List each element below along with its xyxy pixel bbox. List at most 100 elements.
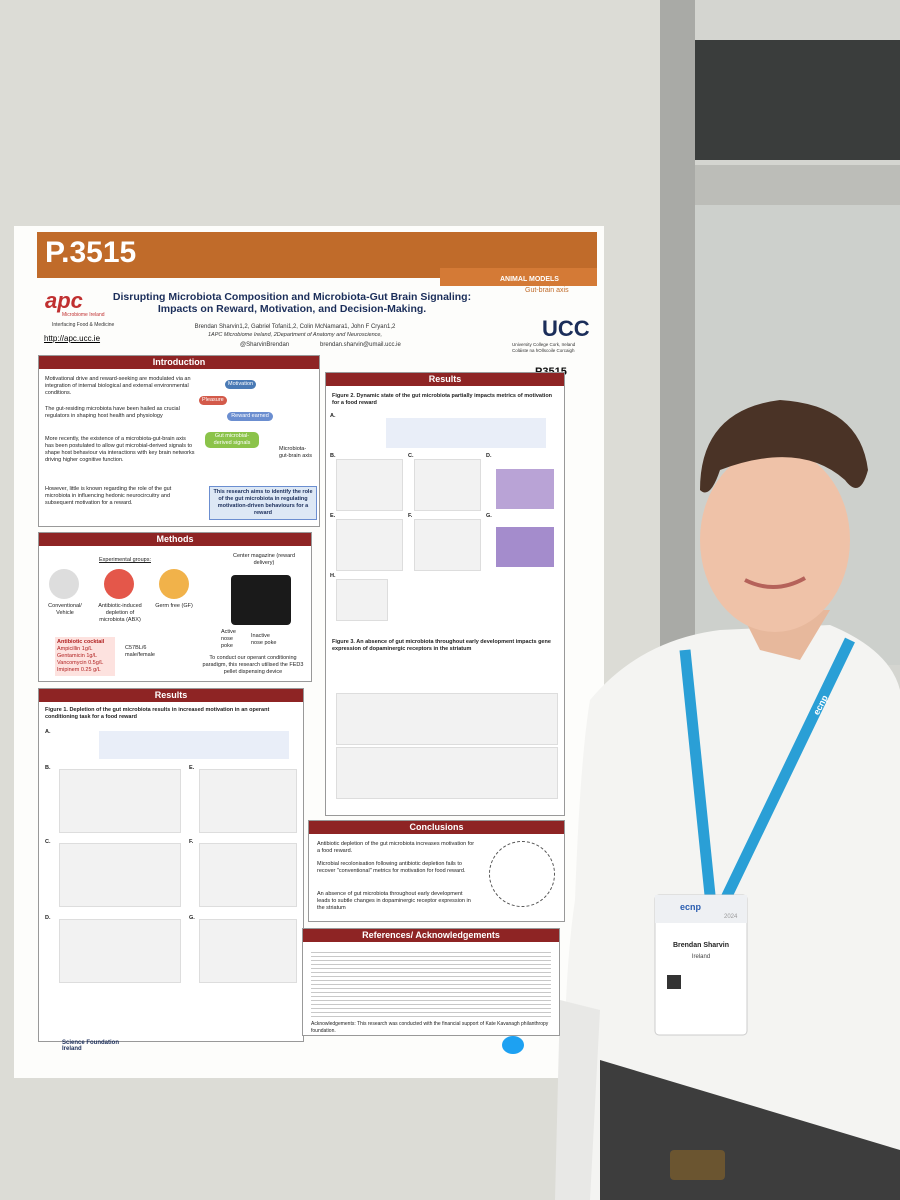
results-right-section: Results Figure 2. Dynamic state of the g… [325,372,565,816]
inactive-label: Inactive nose poke [251,633,277,646]
conclusion-bullet: Microbial recolonisation following antib… [317,861,466,874]
magazine: Center magazine (reward delivery) [232,553,296,566]
plot [414,519,481,571]
methods-section: Methods Experimental groups: Conventiona… [38,532,312,682]
intro-bullet: The gut-residing microbiota have been ha… [45,406,180,419]
panel-label: B. [330,453,336,459]
apc-tagline: Interfacing Food & Medicine [52,322,115,328]
email: brendan.sharvin@umail.ucc.ie [320,342,401,348]
ucc-line2: Coláiste na hOllscoile Corcaigh [512,348,575,353]
diagram-node: Motivation [225,380,257,389]
plot [199,843,297,907]
section-title: Introduction [39,356,319,369]
figure-caption: Figure 3. An absence of gut microbiota t… [332,639,551,652]
plot [59,769,181,833]
conclusion-bullet: Antibiotic depletion of the gut microbio… [317,841,475,854]
plot [336,519,403,571]
references-section: References/ Acknowledgements Acknowledge… [302,928,560,1036]
heatmap [496,527,554,567]
panel-label: D. [45,915,51,921]
plot [336,747,558,799]
section-title: References/ Acknowledgements [303,929,559,942]
category: ANIMAL MODELS [500,276,559,283]
acknowledgement: Acknowledgements: This research was cond… [311,1021,549,1034]
reference-list [311,949,551,1019]
section-title: Conclusions [309,821,564,834]
twitter: @SharvinBrendan [240,342,290,348]
conclusions-section: Conclusions Antibiotic depletion of the … [308,820,565,922]
ucc-logo: UCC [542,316,590,341]
panel-label: G. [486,513,492,519]
results-left-section: Results Figure 1. Depletion of the gut m… [38,688,304,1042]
diagram-node: Gut microbial-derived signals [205,432,259,448]
intro-bullet: More recently, the existence of a microb… [45,436,195,463]
plot [59,919,181,983]
plot [199,769,297,833]
diagram-node: Pleasure [199,396,227,405]
affiliation: 1APC Microbiome Ireland, 2Department of … [207,332,383,338]
poster-title: Disrupting Microbiota Composition and Mi… [112,291,472,315]
timeline [386,418,546,448]
apc-org: Microbiome Ireland [62,312,105,318]
panel-label: B. [45,765,51,771]
aim-box: This research aims to identify the role … [209,486,317,520]
panel-label: E. [330,513,336,519]
panel-label: H. [330,573,336,579]
funder: Science Foundation Ireland [62,1040,120,1052]
intro-bullet: Motivational drive and reward-seeking ar… [45,376,191,396]
group-icon [104,569,134,599]
group-label: Germ free (GF) [155,603,193,609]
paradigm: To conduct our operant conditioning para… [202,655,304,675]
subcategory: Gut-brain axis [525,287,569,294]
conclusion-diagram [489,841,555,907]
cocktail-item: Gentamicin 1g/L [57,653,98,659]
badge-country: Ireland [691,954,711,960]
plot [336,579,388,621]
section-title: Results [39,689,303,702]
badge-year: 2024 [724,914,738,920]
figure-caption: Figure 2. Dynamic state of the gut micro… [332,393,553,406]
active-label: Active nose poke [221,629,236,649]
poster-number: P.3515 [45,236,137,269]
diagram-node: Reward earned [227,412,273,421]
cocktail-item: Imipinem 0.25 g/L [57,667,101,673]
badge-org: ecnp [680,902,702,912]
category-band [440,268,597,286]
ucc-line1: University College Cork, Ireland [512,342,576,347]
plot [336,459,403,511]
conclusion-bullet: An absence of gut microbiota throughout … [317,891,471,911]
twitter-icon [502,1036,524,1054]
panel-label: A. [330,413,336,419]
section-title: Methods [39,533,311,546]
intro-bullet: However, little is known regarding the r… [45,486,172,506]
group-icon [49,569,79,599]
group-label: Antibiotic-induced depletion of microbio… [98,603,142,623]
url[interactable]: http://apc.ucc.ie [44,334,101,343]
timeline [99,731,289,759]
cocktail-title: Antibiotic cocktail [57,639,105,645]
groups-title: Experimental groups: [99,557,151,563]
panel-label: E. [189,765,195,771]
plot [199,919,297,983]
section-title: Results [326,373,564,386]
diagram-node: Microbiota-gut-brain axis [279,446,313,459]
group-icon [159,569,189,599]
panel-label: G. [189,915,195,921]
strain: C57BL/6 male/female [125,645,155,658]
plot [59,843,181,907]
heatmap [496,469,554,509]
introduction-section: Introduction Motivational drive and rewa… [38,355,320,527]
group-label: Conventional/ Vehicle [48,603,82,616]
plot [336,693,558,745]
panel-label: C. [408,453,414,459]
panel-label: C. [45,839,51,845]
figure-caption: Figure 1. Depletion of the gut microbiot… [45,707,270,720]
panel-label: D. [486,453,492,459]
apc-logo: apc [45,288,83,313]
cocktail-item: Vancomycin 0.5g/L [57,660,104,666]
panel-label: F. [189,839,194,845]
authors: Brendan Sharvin1,2, Gabriel Tofani1,2, C… [194,324,396,330]
panel-label: A. [45,729,51,735]
cocktail: Antibiotic cocktail Ampicillin 1g/L Gent… [55,637,115,676]
